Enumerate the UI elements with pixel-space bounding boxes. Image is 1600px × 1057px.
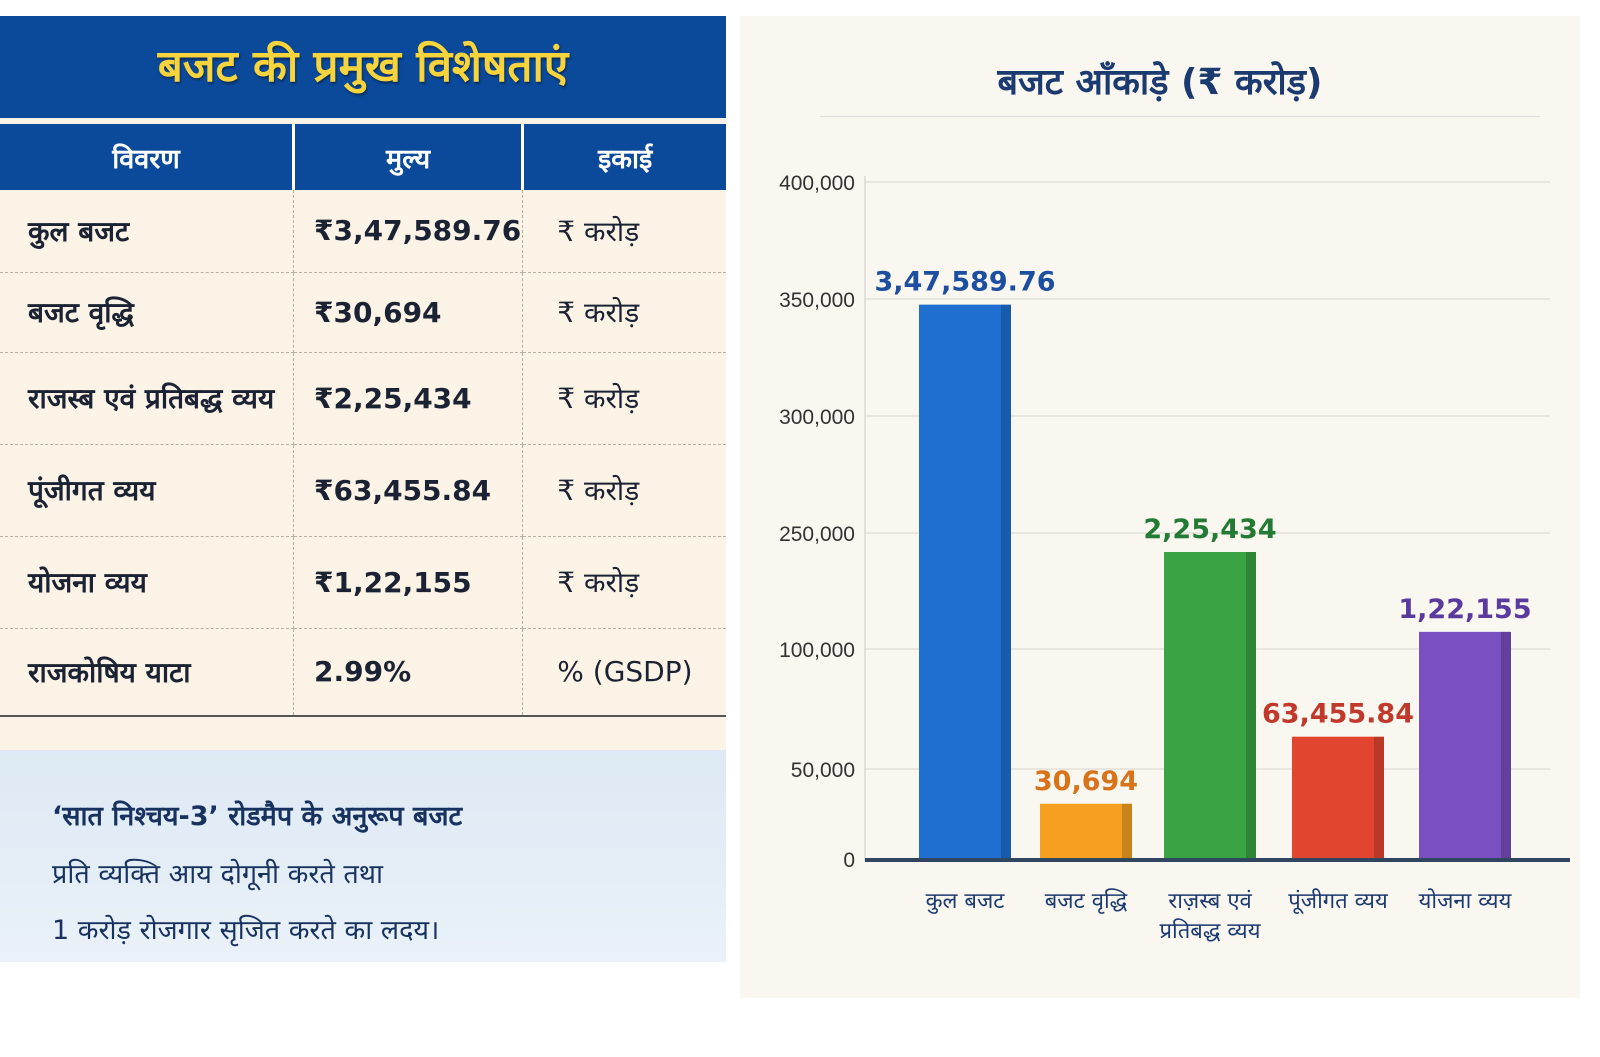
highlights-table: विवरण मुल्य इकाई कुल बजट ₹3,47,589.76 ₹ कर…: [0, 124, 726, 717]
bar-value-label: 1,22,155: [1398, 594, 1531, 625]
panel-title: बजट की प्रमुख विशेषताएं: [0, 16, 726, 118]
table-row: योजना व्यय ₹1,22,155 ₹ करोड़: [0, 536, 726, 629]
row-value: ₹2,25,434: [293, 352, 524, 445]
bar: [1419, 631, 1511, 859]
budget-highlights-panel: बजट की प्रमुख विशेषताएं विवरण मुल्य इकाई…: [0, 16, 726, 962]
row-label: राजस्ब एवं प्रतिबद्ध व्यय: [0, 352, 294, 445]
bar: [919, 304, 1011, 859]
row-label: बजट वृद्धि: [0, 272, 294, 353]
y-tick-label: 300,000: [779, 406, 855, 429]
y-tick-label: 100,000: [779, 639, 855, 662]
x-tick-label: राज़स्ब एवं: [1168, 889, 1252, 914]
x-tick-label: योजना व्यय: [1419, 888, 1513, 914]
row-value: ₹30,694: [293, 272, 524, 353]
y-tick-label: 250,000: [779, 523, 855, 546]
header-unit: इकाई: [522, 124, 726, 190]
bar: [1164, 551, 1256, 859]
table-row: राजकोषिय याटा 2.99%% (GSDP): [0, 628, 726, 717]
row-unit: % (GSDP): [522, 628, 726, 717]
y-tick-label: 0: [843, 849, 855, 872]
bar-shade: [1122, 803, 1132, 859]
table-row: पूंजीगत व्यय ₹63,455.84 ₹ करोड़: [0, 444, 726, 537]
note-line: ‘सात निश्चय-3’ रोडमैप के अनुरूप बजट: [52, 801, 463, 832]
bar-chart: 0 50,000 100,000 250,000 300,000 350,000 400,0…: [779, 172, 1570, 944]
y-tick-label: 400,000: [779, 172, 855, 195]
bar-shade: [1246, 551, 1256, 859]
x-tick-label: प्रतिबद्ध व्यय: [1160, 918, 1262, 944]
row-unit: ₹ करोड़: [522, 352, 726, 445]
header-description: विवरण: [0, 124, 295, 190]
row-value: 2.99%: [293, 628, 524, 717]
bar: [1040, 803, 1132, 859]
x-tick-label: कुल बजट: [926, 889, 1006, 914]
row-label: पूंजीगत व्यय: [0, 444, 294, 537]
table-row: राजस्ब एवं प्रतिबद्ध व्यय ₹2,25,434 ₹ करोड…: [0, 352, 726, 445]
chart-title: बजट आँकाड़े (₹ करोड़): [997, 62, 1323, 103]
x-tick-label: पूंजीगत व्यय: [1288, 888, 1389, 915]
row-label: कुल बजट: [0, 190, 294, 273]
bar-shade: [1374, 736, 1384, 859]
note-line: 1 करोड़ रोजगार सृजित करते का लदय।: [52, 915, 440, 946]
bar-value-label: 30,694: [1034, 766, 1138, 797]
table-row: कुल बजट ₹3,47,589.76 ₹ करोड़: [0, 190, 726, 273]
bar-value-label: 3,47,589.76: [874, 267, 1055, 298]
header-value: मुल्य: [293, 124, 525, 190]
row-unit: ₹ करोड़: [522, 272, 726, 353]
bar-shade: [1001, 304, 1011, 859]
row-value: ₹1,22,155: [293, 536, 524, 629]
bar-value-label: 63,455.84: [1262, 699, 1414, 730]
row-value: ₹63,455.84: [293, 444, 524, 537]
row-label: योजना व्यय: [0, 536, 294, 629]
y-tick-label: 50,000: [791, 759, 855, 782]
row-unit: ₹ करोड़: [522, 190, 726, 273]
bar-value-label: 2,25,434: [1143, 514, 1276, 545]
table-row: बजट वृद्धि ₹30,694 ₹ करोड़: [0, 272, 726, 353]
row-value: ₹3,47,589.76: [293, 190, 524, 273]
title-divider: [820, 116, 1540, 117]
x-tick-label: बजट वृद्धि: [1045, 888, 1128, 914]
row-label: राजकोषिय याटा: [0, 628, 294, 717]
bar-shade: [1501, 631, 1511, 859]
row-unit: ₹ करोड़: [522, 536, 726, 629]
row-unit: ₹ करोड़: [522, 444, 726, 537]
chart-panel: बजट आँकाड़े (₹ करोड़) 0 50,000 100,000 250,…: [740, 16, 1580, 998]
goal-note: ‘सात निश्चय-3’ रोडमैप के अनुरूप बजट प्रत…: [0, 750, 726, 962]
y-tick-label: 350,000: [779, 289, 855, 312]
bar: [1292, 736, 1384, 859]
note-line: प्रति व्यक्ति आय दोगूनी करते तथा: [52, 859, 383, 890]
